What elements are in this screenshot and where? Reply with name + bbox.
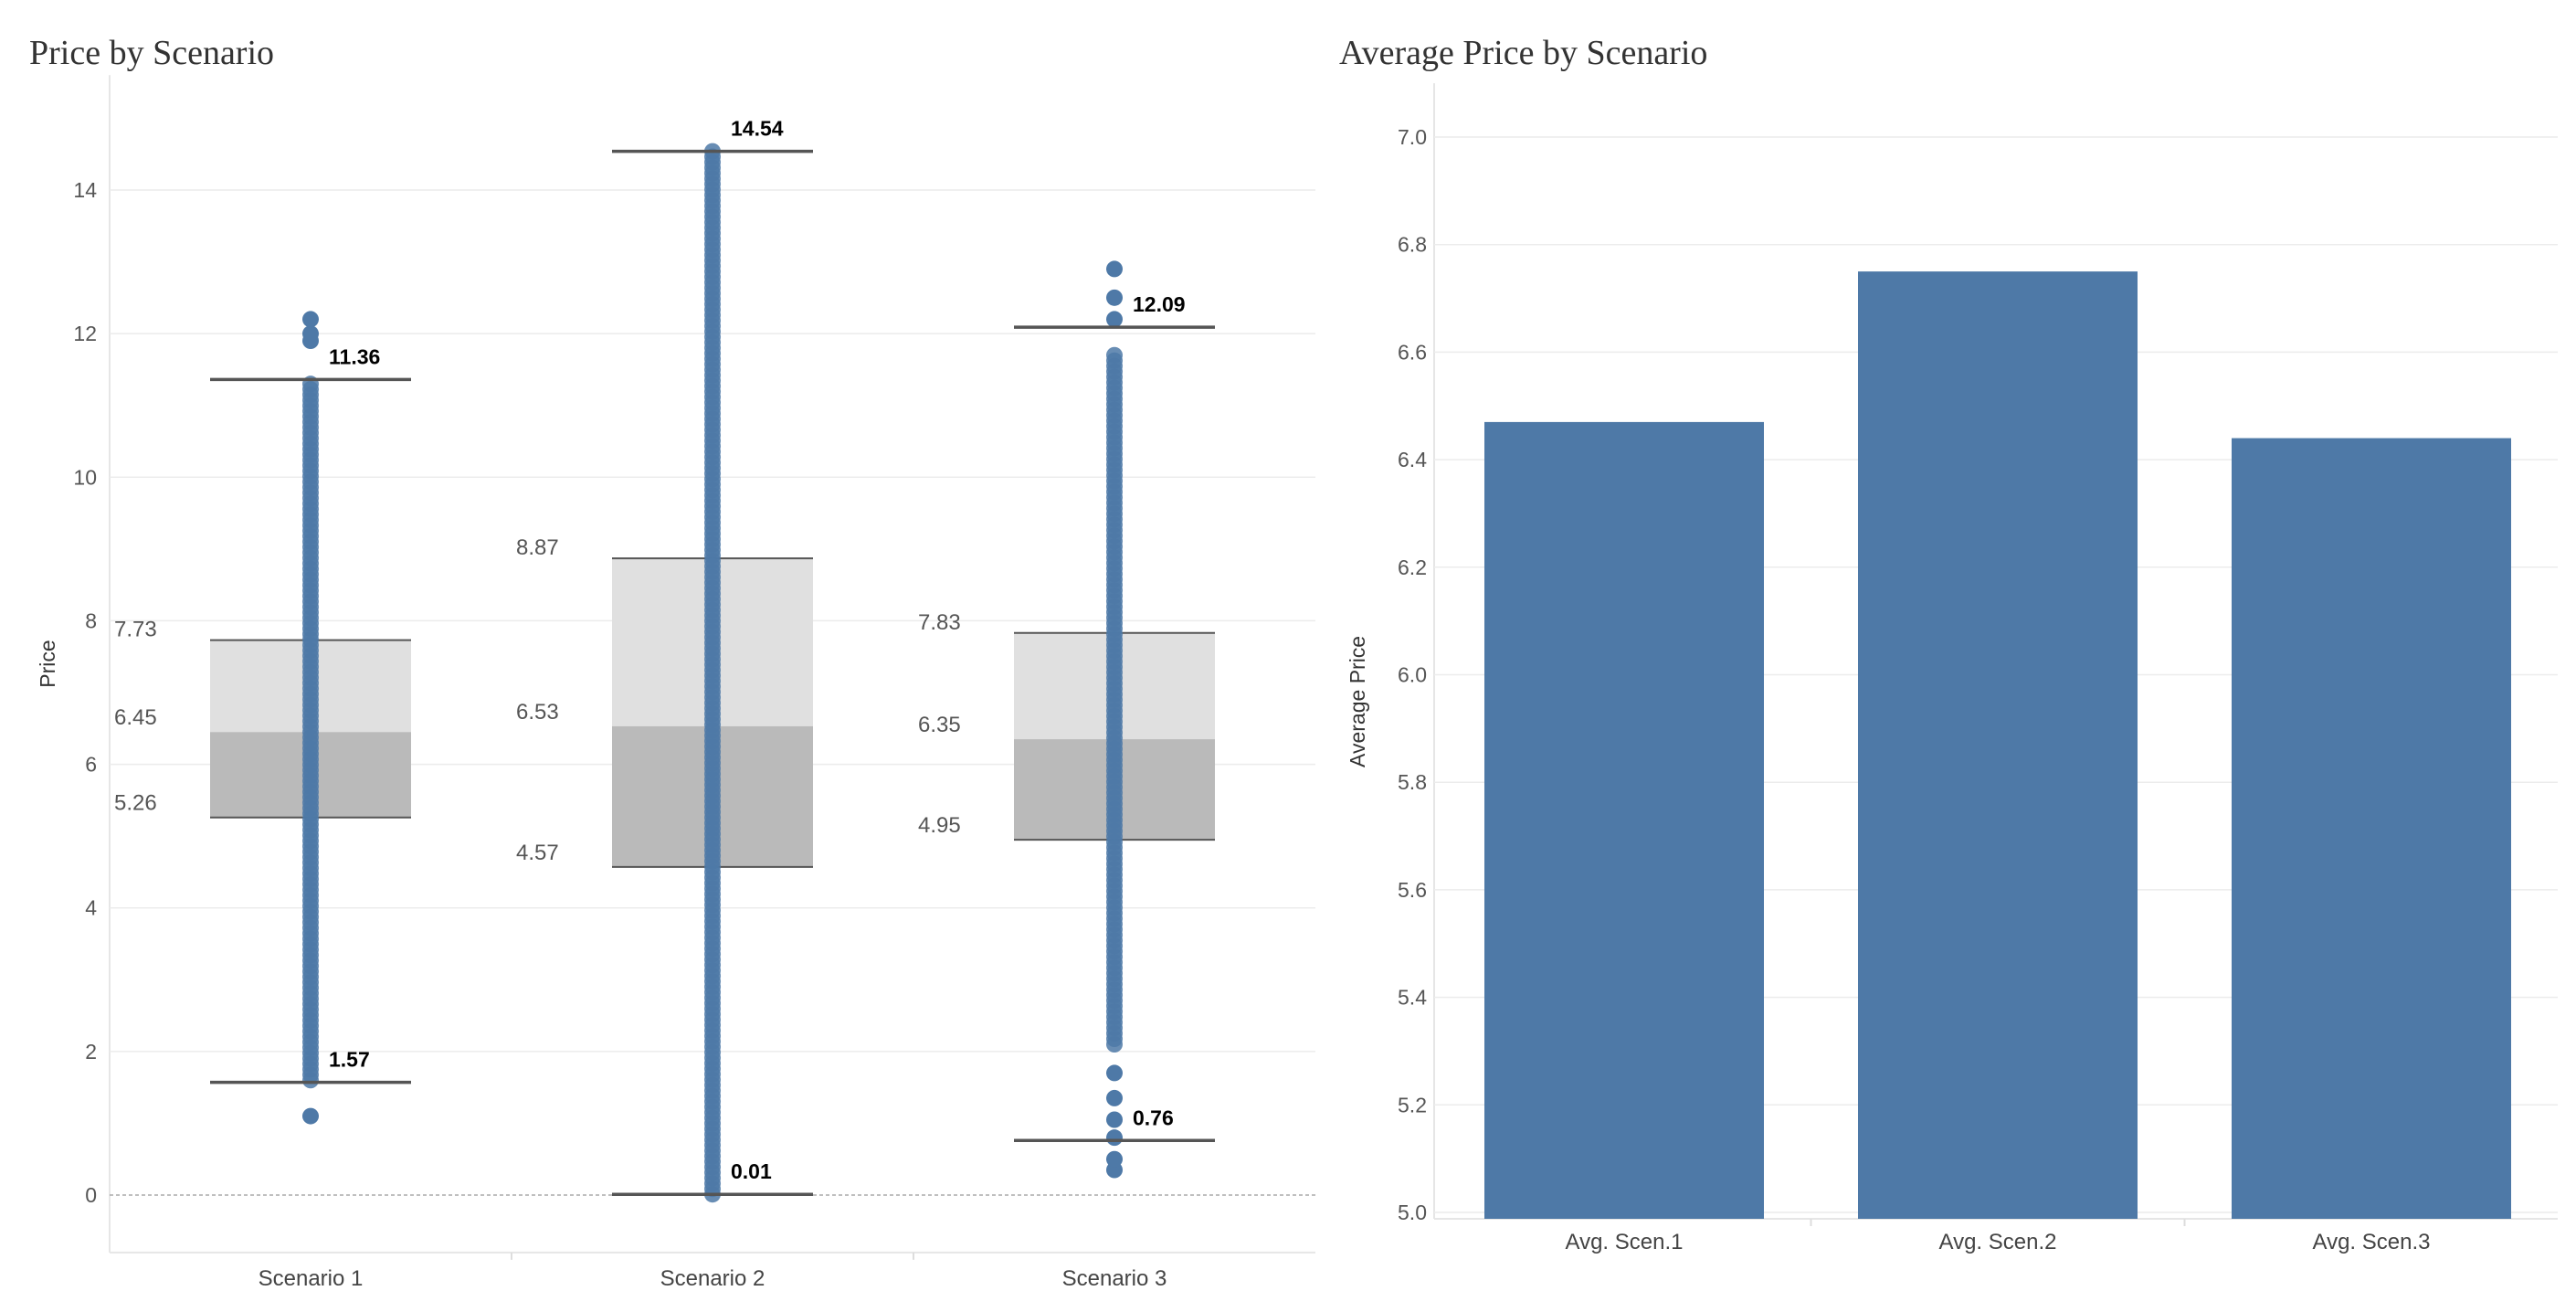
q1-label: 4.57 (516, 841, 559, 865)
left-y-tick-label: 8 (85, 608, 97, 632)
upper-whisker-label: 14.54 (731, 117, 784, 141)
left-y-tick-label: 4 (85, 896, 97, 920)
median-label: 6.35 (918, 713, 961, 737)
q1-label: 5.26 (114, 791, 157, 816)
left-y-tick-label: 0 (85, 1183, 97, 1207)
right-y-tick-label: 5.0 (1398, 1201, 1427, 1224)
right-x-category-label: Avg. Scen.3 (2313, 1230, 2431, 1254)
upper-whisker-label: 11.36 (329, 344, 380, 368)
outlier-point (302, 325, 319, 343)
lower-whisker-label: 0.01 (731, 1159, 772, 1183)
q1-label: 4.95 (918, 813, 961, 838)
left-y-tick-label: 2 (85, 1040, 97, 1063)
outlier-point (1106, 1064, 1123, 1082)
right-y-tick-label: 6.8 (1398, 233, 1427, 257)
outlier-point (1106, 260, 1123, 278)
lower-whisker-label: 0.76 (1133, 1106, 1174, 1129)
outlier-point (1106, 1150, 1123, 1168)
left-chart-title: Price by Scenario (29, 34, 275, 72)
left-x-category-label: Scenario 1 (259, 1266, 364, 1291)
median-label: 6.53 (516, 700, 559, 725)
left-y-tick-label: 12 (73, 322, 97, 345)
outlier-point (302, 311, 319, 328)
box-group: 14.54 0.01 8.87 6.53 4.57 (516, 117, 813, 1203)
box-plot-area: 0 2 4 6 8 10 12 14 Price 11.36 1.57 7.73 6.45 5.26 Sce… (36, 75, 1315, 1291)
left-x-category-label: Scenario 3 (1062, 1266, 1167, 1291)
outlier-point (1106, 289, 1123, 306)
outlier-point (1106, 1111, 1123, 1128)
bar (1484, 421, 1764, 1219)
outlier-point (302, 1107, 319, 1125)
outlier-point (1106, 1089, 1123, 1106)
right-x-category-label: Avg. Scen.1 (1566, 1230, 1684, 1254)
right-x-category-label: Avg. Scen.2 (1939, 1230, 2057, 1254)
left-x-category-label: Scenario 2 (660, 1266, 765, 1291)
right-y-tick-label: 5.6 (1398, 878, 1427, 902)
bar (1858, 271, 2138, 1219)
outlier-point (1106, 311, 1123, 328)
upper-whisker-label: 12.09 (1133, 292, 1186, 316)
right-y-tick-label: 7.0 (1398, 125, 1427, 149)
q3-label: 8.87 (516, 535, 559, 560)
median-label: 6.45 (114, 705, 157, 730)
left-y-axis-title: Price (36, 640, 59, 687)
q3-label: 7.73 (114, 618, 157, 642)
bar (2232, 438, 2511, 1219)
lower-whisker-label: 1.57 (329, 1048, 370, 1072)
q3-label: 7.83 (918, 610, 961, 635)
left-y-tick-label: 6 (85, 753, 97, 777)
right-y-tick-label: 6.6 (1398, 340, 1427, 364)
right-y-tick-label: 5.8 (1398, 770, 1427, 794)
left-y-tick-label: 14 (73, 178, 97, 202)
box-group: 12.09 0.76 7.83 6.35 4.95 (918, 260, 1215, 1179)
right-y-tick-label: 5.4 (1398, 986, 1427, 1010)
right-y-axis-title: Average Price (1346, 636, 1369, 767)
right-y-tick-label: 6.4 (1398, 448, 1427, 471)
right-y-tick-label: 6.2 (1398, 555, 1427, 579)
left-y-tick-label: 10 (73, 465, 97, 489)
right-chart-title: Average Price by Scenario (1339, 34, 1708, 72)
right-y-tick-label: 6.0 (1398, 663, 1427, 687)
right-y-tick-label: 5.2 (1398, 1093, 1427, 1116)
data-point (1106, 346, 1123, 364)
box-group: 11.36 1.57 7.73 6.45 5.26 (114, 311, 411, 1125)
bar-chart-area: 5.0 5.2 5.4 5.6 5.8 6.0 6.2 6.4 6.6 6.8 7.0 Average… (1346, 83, 2558, 1254)
outlier-point (1106, 1129, 1123, 1147)
